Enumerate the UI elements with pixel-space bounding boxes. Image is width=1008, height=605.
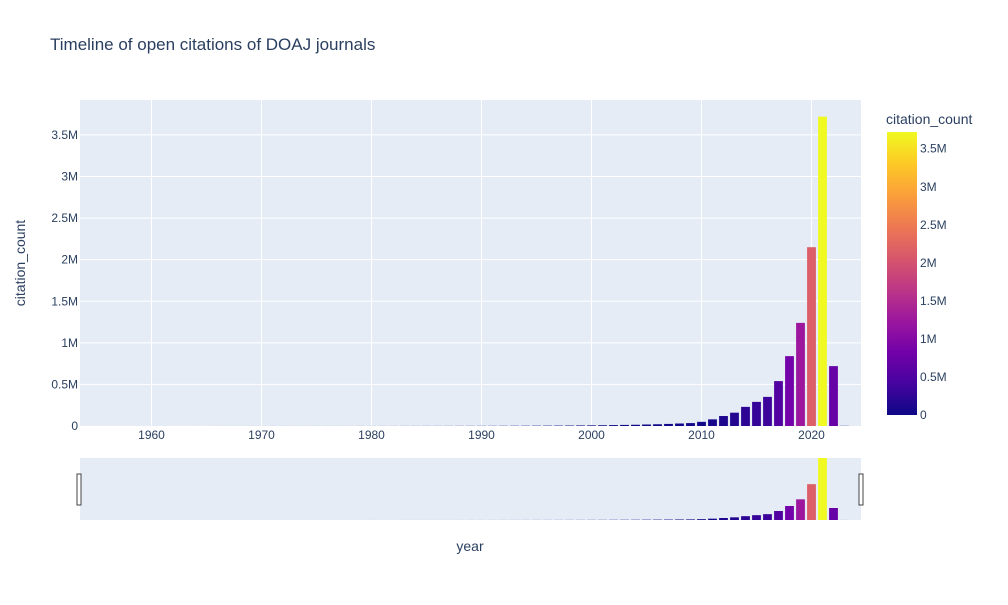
colorbar-tick-label: 3.5M bbox=[920, 142, 947, 156]
rangeslider-bar bbox=[807, 484, 816, 520]
rangeslider-bar bbox=[774, 511, 783, 520]
bar[interactable] bbox=[796, 323, 805, 426]
colorbar-tick-label: 2.5M bbox=[920, 218, 947, 232]
colorbar-tick-label: 1.5M bbox=[920, 294, 947, 308]
y-tick-label: 1M bbox=[61, 336, 78, 350]
colorbar-tick-label: 1M bbox=[920, 332, 937, 346]
bar[interactable] bbox=[620, 425, 629, 426]
bar[interactable] bbox=[576, 425, 585, 426]
colorbar bbox=[887, 132, 917, 415]
bar[interactable] bbox=[719, 416, 728, 426]
rangeslider-bar bbox=[686, 519, 695, 520]
x-axis-label: year bbox=[456, 538, 484, 554]
bar[interactable] bbox=[785, 356, 794, 426]
x-tick-label: 2020 bbox=[798, 428, 825, 442]
bar[interactable] bbox=[686, 423, 695, 426]
x-tick-label: 1970 bbox=[248, 428, 275, 442]
bar[interactable] bbox=[818, 117, 827, 426]
y-tick-label: 2.5M bbox=[51, 211, 78, 225]
x-tick-label: 2000 bbox=[578, 428, 605, 442]
bar[interactable] bbox=[631, 425, 640, 426]
x-tick-label: 1960 bbox=[138, 428, 165, 442]
rangeslider-bar bbox=[829, 508, 838, 520]
x-tick-label: 2010 bbox=[688, 428, 715, 442]
bar[interactable] bbox=[653, 424, 662, 426]
y-tick-label: 2M bbox=[61, 253, 78, 267]
rangeslider-background[interactable] bbox=[80, 458, 861, 520]
colorbar-ticks: 0 0.5M 1M 1.5M 2M 2.5M 3M 3.5M bbox=[920, 142, 947, 422]
y-tick-label: 0.5M bbox=[51, 377, 78, 391]
x-tick-label: 1980 bbox=[358, 428, 385, 442]
rangeslider-bar bbox=[752, 515, 761, 520]
rangeslider-bar bbox=[741, 516, 750, 520]
bar[interactable] bbox=[774, 381, 783, 426]
bar[interactable] bbox=[598, 425, 607, 426]
rangeslider-bar bbox=[796, 499, 805, 520]
colorbar-tick-label: 0 bbox=[920, 408, 927, 422]
rangeslider-bar bbox=[675, 520, 684, 521]
bar[interactable] bbox=[609, 425, 618, 426]
rangeslider-handle-left[interactable] bbox=[77, 474, 81, 505]
rangeslider-bar bbox=[708, 519, 717, 520]
rangeslider-bar bbox=[697, 519, 706, 520]
bar[interactable] bbox=[752, 402, 761, 426]
y-tick-label: 3M bbox=[61, 170, 78, 184]
bar[interactable] bbox=[730, 413, 739, 426]
colorbar-tick-label: 3M bbox=[920, 180, 937, 194]
plot-area bbox=[80, 100, 861, 426]
bar[interactable] bbox=[675, 424, 684, 426]
bar[interactable] bbox=[708, 419, 717, 426]
bar[interactable] bbox=[807, 247, 816, 426]
x-axis-ticks: 1960 1970 1980 1990 2000 2010 2020 bbox=[138, 428, 825, 442]
y-axis-label: citation_count bbox=[12, 220, 28, 307]
rangeslider-bar bbox=[719, 518, 728, 520]
bar[interactable] bbox=[829, 366, 838, 426]
y-axis-ticks: 0 0.5M 1M 1.5M 2M 2.5M 3M 3.5M bbox=[51, 128, 78, 433]
bar[interactable] bbox=[697, 422, 706, 426]
rangeslider-bar bbox=[818, 458, 827, 520]
bar[interactable] bbox=[642, 425, 651, 426]
bar[interactable] bbox=[587, 425, 596, 426]
rangeslider-handle-right[interactable] bbox=[859, 474, 863, 505]
rangeslider-bar bbox=[785, 506, 794, 520]
colorbar-tick-label: 0.5M bbox=[920, 370, 947, 384]
x-tick-label: 1990 bbox=[468, 428, 495, 442]
bar[interactable] bbox=[763, 397, 772, 426]
colorbar-title: citation_count bbox=[886, 111, 973, 127]
bar[interactable] bbox=[664, 424, 673, 426]
rangeslider-bar bbox=[730, 517, 739, 520]
bar[interactable] bbox=[741, 407, 750, 426]
colorbar-tick-label: 2M bbox=[920, 256, 937, 270]
y-tick-label: 0 bbox=[71, 419, 78, 433]
y-tick-label: 3.5M bbox=[51, 128, 78, 142]
rangeslider-bar bbox=[763, 514, 772, 520]
y-tick-label: 1.5M bbox=[51, 294, 78, 308]
chart-title: Timeline of open citations of DOAJ journ… bbox=[50, 35, 375, 54]
